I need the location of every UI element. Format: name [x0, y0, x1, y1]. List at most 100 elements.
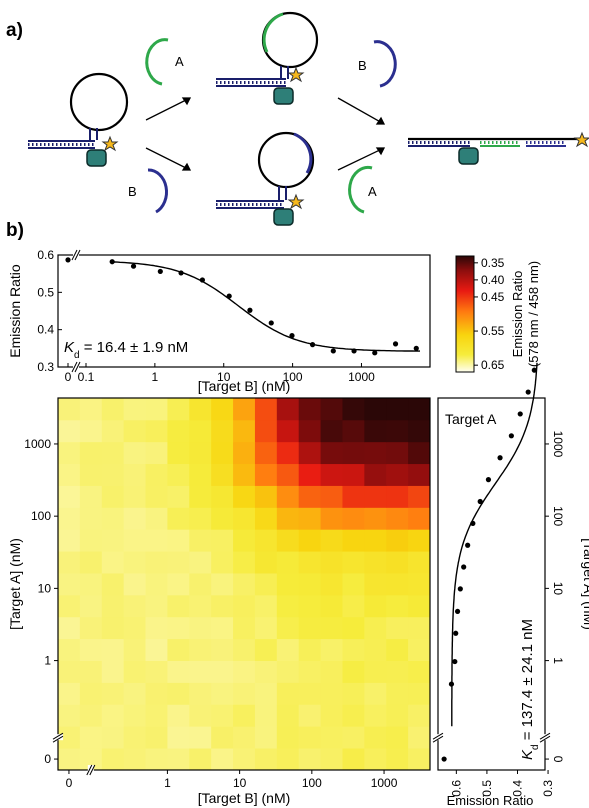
data-point [289, 333, 295, 339]
heatmap-cell [123, 485, 146, 508]
heatmap-cell [276, 726, 300, 749]
x-tick-label: 0.1 [78, 370, 95, 384]
data-point [497, 455, 503, 461]
heatmap-cell [189, 507, 212, 530]
heatmap-cell [189, 638, 212, 661]
strand-A-icon [145, 38, 169, 86]
heatmap-cell [254, 616, 278, 640]
heatmap-cell [79, 682, 103, 705]
heatmap-cell [145, 507, 168, 530]
heatmap-cell [189, 573, 212, 596]
heatmap-cell [211, 398, 234, 421]
heatmap-cell [298, 594, 321, 618]
heatmap-cell [58, 748, 81, 771]
heatmap-cell [101, 485, 125, 508]
heatmap-cell [386, 507, 409, 530]
heatmap-cell [408, 551, 431, 574]
fit-curve [451, 362, 538, 727]
heatmap-cell [233, 441, 256, 465]
heatmap-cell [408, 529, 431, 552]
y-tick-label: 1000 [24, 437, 51, 451]
heatmap-cell [298, 748, 321, 771]
heatmap-cell [320, 485, 343, 508]
heatmap-cell [101, 507, 125, 530]
heatmap-cell [254, 463, 278, 486]
heatmap-cell [276, 616, 300, 640]
heatmap-cell [254, 748, 278, 771]
heatmap-cell [58, 704, 81, 727]
heatmap-cell [364, 398, 387, 421]
heatmap-cell [386, 616, 409, 640]
heatmap-cell [58, 616, 81, 640]
heatmap-cell [79, 726, 103, 749]
y-tick-label: 100 [31, 509, 51, 523]
heatmap-cell [167, 616, 190, 640]
heatmap-cell [254, 551, 278, 574]
data-point [413, 345, 419, 351]
x-tick-label: 1 [152, 370, 159, 384]
x-tick-label: 100 [302, 776, 322, 790]
heatmap-cell [386, 748, 409, 771]
heatmap-cell [298, 573, 321, 596]
x-tick-label: 0.6 [449, 780, 463, 797]
heatmap-cell [254, 704, 278, 727]
heatmap-cell [276, 660, 300, 683]
heatmap-cell [211, 748, 234, 771]
heatmap-cell [386, 551, 409, 574]
heatmap-cell [211, 616, 234, 640]
heatmap-cell [364, 748, 387, 771]
data-point [65, 257, 71, 263]
heatmap-cell [145, 485, 168, 508]
heatmap-cell [79, 507, 103, 530]
heatmap-cell [233, 638, 256, 661]
heatmap-cell [254, 638, 278, 661]
heatmap-cell [320, 419, 343, 443]
heatmap-cell [276, 682, 300, 705]
data-point [268, 320, 274, 326]
colorbar-tick-label: 0.40 [481, 273, 505, 287]
heatmap-cell [254, 485, 278, 508]
data-point [485, 477, 492, 483]
heatmap-cell [58, 594, 81, 618]
y-axis-label: [Target A] (nM) [581, 538, 589, 630]
heatmap-cell [254, 726, 278, 749]
heatmap-cell [145, 463, 168, 486]
kd-annotation: Kd = 137.4 ± 24.1 nM [519, 619, 541, 760]
heatmap-cell [211, 682, 234, 705]
heatmap-cell [101, 463, 125, 486]
heatmap-cell [298, 551, 321, 574]
heatmap-cell [386, 398, 409, 421]
heatmap-cell [408, 704, 431, 727]
x-tick-label: 100 [283, 370, 303, 384]
heatmap-cell [145, 441, 168, 465]
final-complex [408, 131, 589, 165]
heatmap-cell [342, 748, 365, 771]
data-point [457, 586, 463, 592]
data-point [351, 348, 357, 354]
heatmap-cell [79, 704, 103, 727]
heatmap-cell [123, 441, 146, 465]
heatmap-cell [211, 594, 234, 618]
heatmap-cell [189, 616, 212, 640]
heatmap-cell [211, 638, 234, 661]
heatmap-cell [342, 441, 365, 465]
y-tick-label: 10 [551, 582, 565, 596]
data-point [392, 341, 399, 347]
heatmap-cell [408, 594, 431, 618]
heatmap-cell [145, 638, 168, 661]
heatmap-cell [386, 704, 409, 727]
y-axis-label: [Target A] (nM) [7, 538, 23, 630]
heatmap-cell [233, 529, 256, 552]
heatmap-cell [276, 748, 300, 771]
heatmap-cell [79, 398, 103, 421]
heatmap-cell [298, 726, 321, 749]
heatmap-cell [276, 419, 300, 443]
heatmap-cell [254, 573, 278, 596]
y-tick-label: 1 [551, 657, 565, 664]
heatmap-cell [276, 398, 300, 421]
x-tick-label: 0 [65, 370, 72, 384]
heatmap-cell [233, 616, 256, 640]
heatmap-cell [189, 551, 212, 574]
strand-label-b-top: B [358, 58, 367, 73]
